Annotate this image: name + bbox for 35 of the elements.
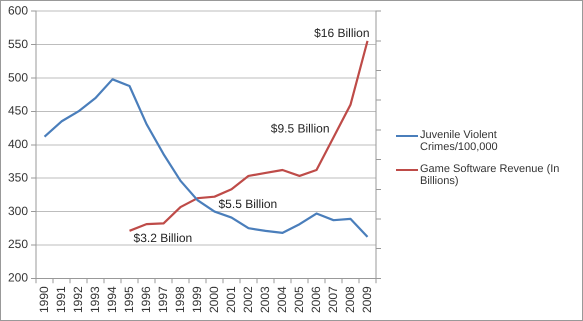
x-tick-label: 1990	[36, 286, 51, 314]
data-label: $16 Billion	[314, 26, 370, 40]
x-tick-label: 2006	[308, 286, 323, 314]
data-label: $5.5 Billion	[218, 197, 278, 211]
data-label: $3.2 Billion	[134, 231, 192, 246]
x-tick-label: 1992	[70, 286, 85, 314]
x-tick-label: 1991	[54, 286, 68, 314]
y-tick-label: 200	[8, 270, 28, 285]
y-tick-label: 600	[8, 4, 28, 18]
x-tick-label: 2007	[326, 286, 340, 314]
y-tick-label: 400	[8, 137, 28, 152]
y-tick-label: 550	[8, 36, 28, 51]
x-tick-label: 2009	[360, 286, 374, 314]
x-tick-label: 1997	[156, 286, 170, 314]
x-tick-label: 2001	[224, 286, 238, 314]
x-tick-label: 1994	[104, 286, 119, 314]
legend-label: Game Software Revenue (In Billions)	[420, 163, 560, 187]
y-tick-label: 250	[8, 237, 28, 252]
y-tick-label: 300	[8, 204, 28, 218]
x-tick-label: 2000	[206, 286, 221, 314]
x-tick-label: 1995	[122, 286, 136, 314]
x-tick-label: 2003	[258, 286, 272, 314]
legend-label: Juvenile Violent Crimes/100,000	[420, 129, 499, 153]
x-tick-label: 1999	[190, 286, 204, 314]
x-tick-label: 1993	[88, 286, 102, 314]
x-tick-label: 2008	[342, 286, 357, 314]
x-tick-label: 2005	[292, 286, 306, 314]
y-tick-label: 450	[8, 104, 28, 118]
y-tick-label: 500	[8, 70, 28, 84]
x-tick-label: 2004	[274, 286, 289, 314]
y-tick-label: 350	[8, 170, 28, 184]
x-tick-label: 2002	[240, 286, 255, 314]
x-tick-label: 1998	[172, 286, 187, 314]
x-tick-label: 1996	[138, 286, 153, 314]
data-label: $9.5 Billion	[270, 122, 330, 136]
